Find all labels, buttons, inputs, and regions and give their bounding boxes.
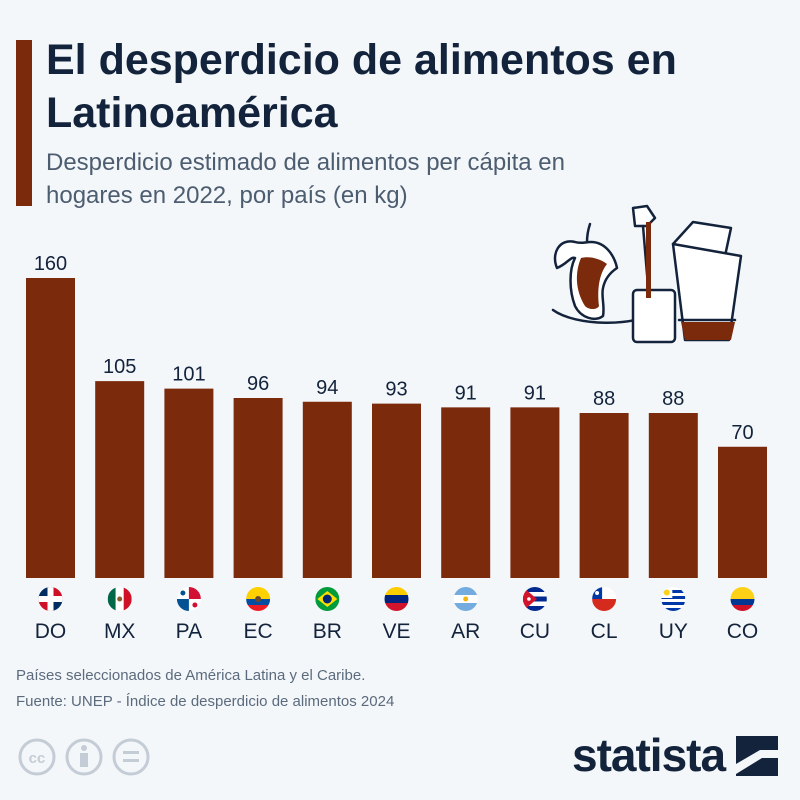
- x-tick-label-br: BR: [313, 620, 342, 643]
- flag-mx-icon: [107, 587, 132, 611]
- cc-icon: cc: [18, 738, 56, 776]
- svg-text:cc: cc: [29, 750, 46, 767]
- license-icons: cc: [18, 738, 150, 776]
- data-label-cl: 88: [593, 388, 615, 410]
- data-label-ve: 93: [385, 379, 407, 401]
- x-tick-label-cu: CU: [520, 620, 550, 643]
- statista-logo: statista: [572, 729, 726, 781]
- bar-do: [26, 278, 75, 578]
- chart-subtitle: Desperdicio estimado de alimentos per cá…: [46, 149, 565, 209]
- x-tick-label-ar: AR: [451, 620, 480, 643]
- bar-co: [718, 446, 767, 578]
- x-tick-label-ve: VE: [382, 620, 410, 643]
- bar-cu: [510, 407, 560, 578]
- flag-co-icon: [730, 587, 755, 611]
- bar-chart: 160 DO 105 MX 101 PA 96 EC 94 BR 93 VE 91 AR 91 CU 88 CL 8…: [26, 253, 767, 643]
- data-label-co: 70: [731, 422, 753, 444]
- statista-logo-mark: [736, 736, 778, 776]
- data-label-pa: 101: [172, 364, 205, 386]
- data-label-ec: 96: [247, 373, 269, 395]
- flag-ar-icon: [453, 587, 478, 611]
- x-tick-label-ec: EC: [244, 620, 273, 643]
- footnote: Países seleccionados de América Latina y…: [16, 667, 366, 684]
- x-tick-label-mx: MX: [104, 620, 136, 643]
- data-label-mx: 105: [103, 356, 136, 378]
- x-tick-label-uy: UY: [659, 620, 688, 643]
- title-accent-bar: [16, 40, 32, 206]
- flag-ec-icon: [246, 587, 271, 611]
- nd-equals-icon: [112, 738, 150, 776]
- bar-ec: [233, 398, 283, 578]
- x-tick-label-do: DO: [35, 620, 67, 643]
- chart-title: El desperdicio de alimentos en Latinoamé…: [46, 36, 677, 137]
- flag-uy-icon: [661, 587, 686, 611]
- bar-mx: [95, 381, 145, 578]
- flag-ve-icon: [384, 587, 409, 611]
- bar-pa: [164, 388, 214, 578]
- x-tick-label-co: CO: [727, 620, 759, 643]
- x-tick-label-cl: CL: [591, 620, 618, 643]
- bar-br: [302, 401, 352, 578]
- data-label-uy: 88: [662, 388, 684, 410]
- bar-uy: [648, 413, 698, 578]
- source-note: Fuente: UNEP - Índice de desperdicio de …: [16, 693, 395, 710]
- flag-cu-icon: [522, 587, 547, 611]
- bar-cl: [579, 413, 629, 578]
- data-label-do: 160: [34, 253, 67, 275]
- food-waste-illustration: [551, 204, 743, 344]
- flag-do-icon: [38, 587, 63, 611]
- data-label-br: 94: [316, 377, 338, 399]
- flag-br-icon: [315, 587, 340, 611]
- bar-ar: [441, 407, 491, 578]
- bar-ve: [372, 403, 421, 578]
- flag-pa-icon: [176, 587, 201, 611]
- x-tick-label-pa: PA: [176, 620, 202, 643]
- data-label-ar: 91: [455, 382, 477, 404]
- by-person-icon: [65, 738, 103, 776]
- data-label-cu: 91: [524, 382, 546, 404]
- flag-cl-icon: [592, 587, 617, 611]
